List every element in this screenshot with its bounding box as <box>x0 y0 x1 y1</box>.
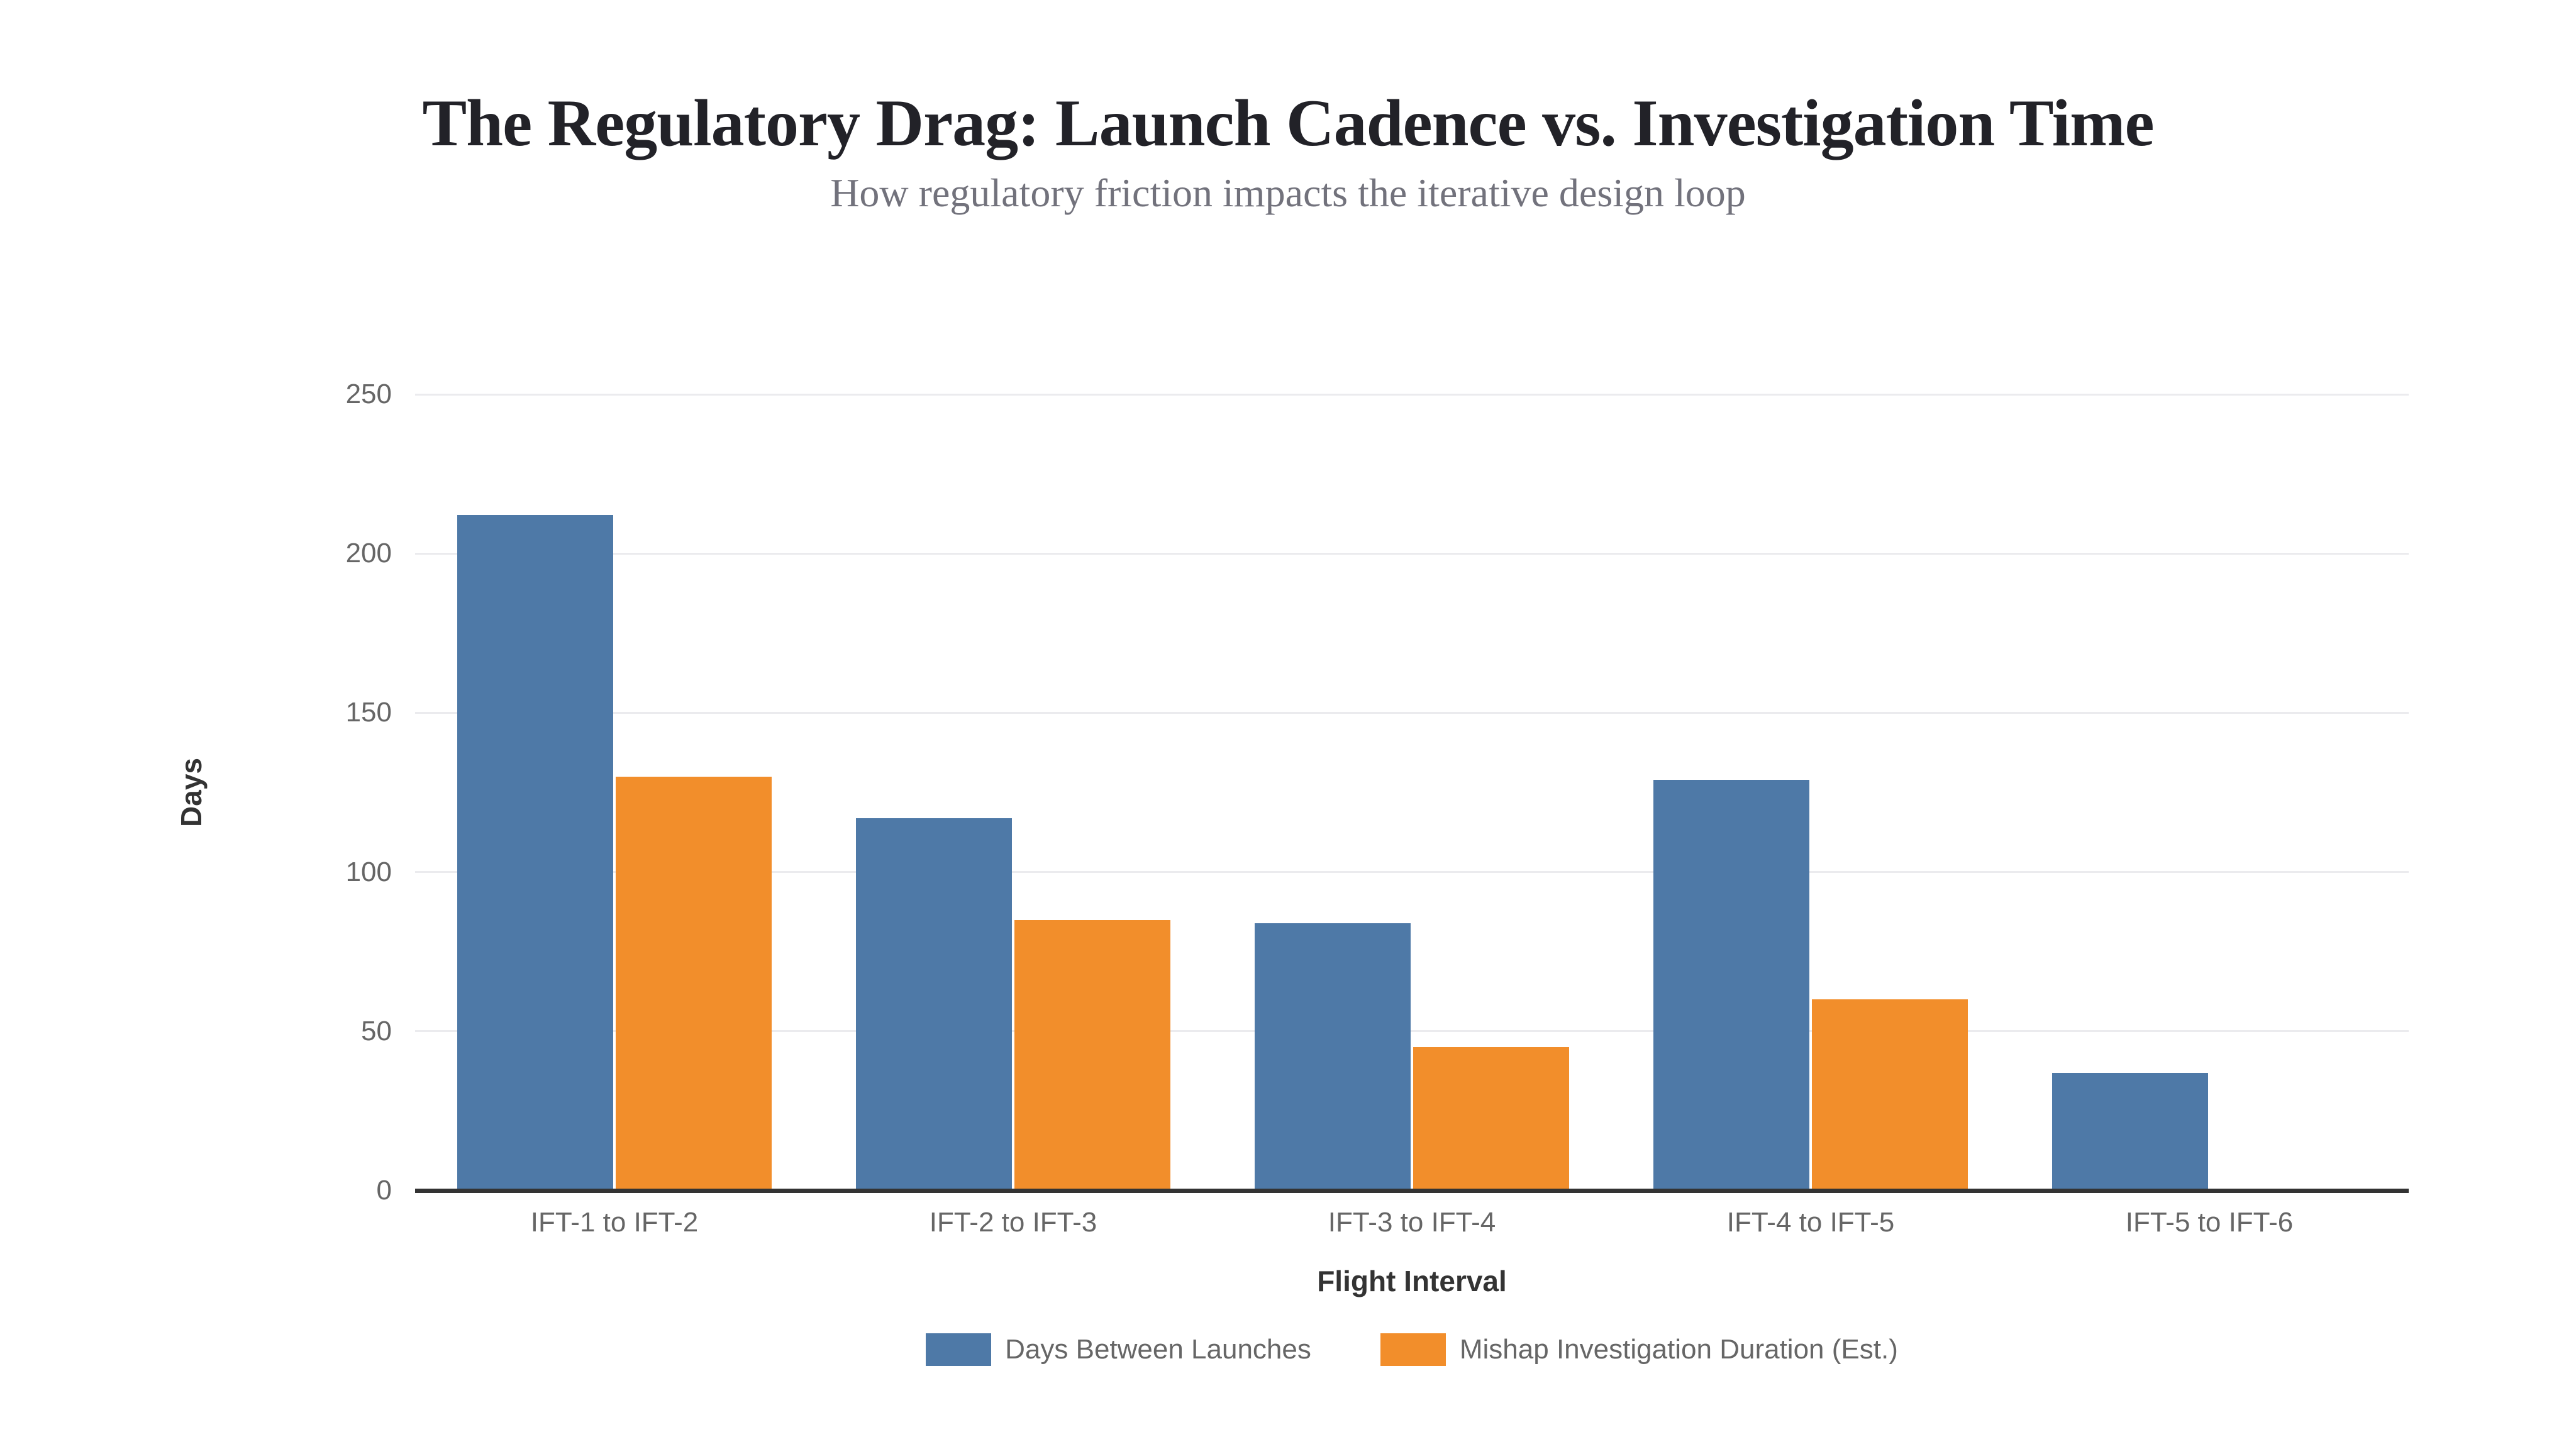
bar-series0-ift-1-to-ift-2 <box>457 515 613 1191</box>
legend-item-1[interactable]: Mishap Investigation Duration (Est.) <box>1380 1333 1898 1366</box>
legend-swatch-0 <box>926 1333 992 1366</box>
bar-series0-ift-5-to-ift-6 <box>2052 1072 2208 1191</box>
gridline-150 <box>415 711 2409 714</box>
bar-series1-ift-4-to-ift-5 <box>1812 999 1968 1191</box>
legend-label-1: Mishap Investigation Duration (Est.) <box>1459 1334 1898 1365</box>
x-axis-title: Flight Interval <box>1317 1265 1507 1297</box>
legend-label-0: Days Between Launches <box>1005 1334 1311 1365</box>
y-tick-label-100: 100 <box>345 856 392 887</box>
bar-series0-ift-2-to-ift-3 <box>856 818 1012 1191</box>
bar-series1-ift-2-to-ift-3 <box>1014 919 1170 1191</box>
x-tick-label-4: IFT-5 to IFT-6 <box>2125 1207 2294 1238</box>
chart-subtitle: How regulatory friction impacts the iter… <box>830 170 1746 215</box>
legend-item-0[interactable]: Days Between Launches <box>926 1333 1311 1366</box>
x-axis-line <box>415 1189 2409 1193</box>
bar-series1-ift-1-to-ift-2 <box>616 776 772 1191</box>
gridline-200 <box>415 552 2409 555</box>
x-tick-label-2: IFT-3 to IFT-4 <box>1328 1207 1496 1238</box>
gridline-50 <box>415 1030 2409 1033</box>
y-tick-label-0: 0 <box>376 1175 392 1206</box>
plot-area <box>415 393 2409 1193</box>
x-tick-label-0: IFT-1 to IFT-2 <box>530 1207 699 1238</box>
legend: Days Between Launches Mishap Investigatio… <box>415 1333 2409 1366</box>
chart-title: The Regulatory Drag: Launch Cadence vs. … <box>422 86 2154 160</box>
y-axis-title: Days <box>175 758 208 827</box>
x-tick-label-3: IFT-4 to IFT-5 <box>1726 1207 1895 1238</box>
y-tick-label-200: 200 <box>345 538 392 569</box>
y-tick-label-150: 150 <box>345 697 392 728</box>
bar-series1-ift-3-to-ift-4 <box>1413 1047 1569 1191</box>
legend-swatch-1 <box>1380 1333 1446 1366</box>
bar-series0-ift-4-to-ift-5 <box>1653 779 1809 1191</box>
gridline-250 <box>415 393 2409 396</box>
x-tick-label-1: IFT-2 to IFT-3 <box>929 1207 1097 1238</box>
y-tick-label-50: 50 <box>361 1015 392 1046</box>
gridline-100 <box>415 871 2409 874</box>
bar-series0-ift-3-to-ift-4 <box>1255 923 1411 1191</box>
y-tick-label-250: 250 <box>345 379 392 409</box>
